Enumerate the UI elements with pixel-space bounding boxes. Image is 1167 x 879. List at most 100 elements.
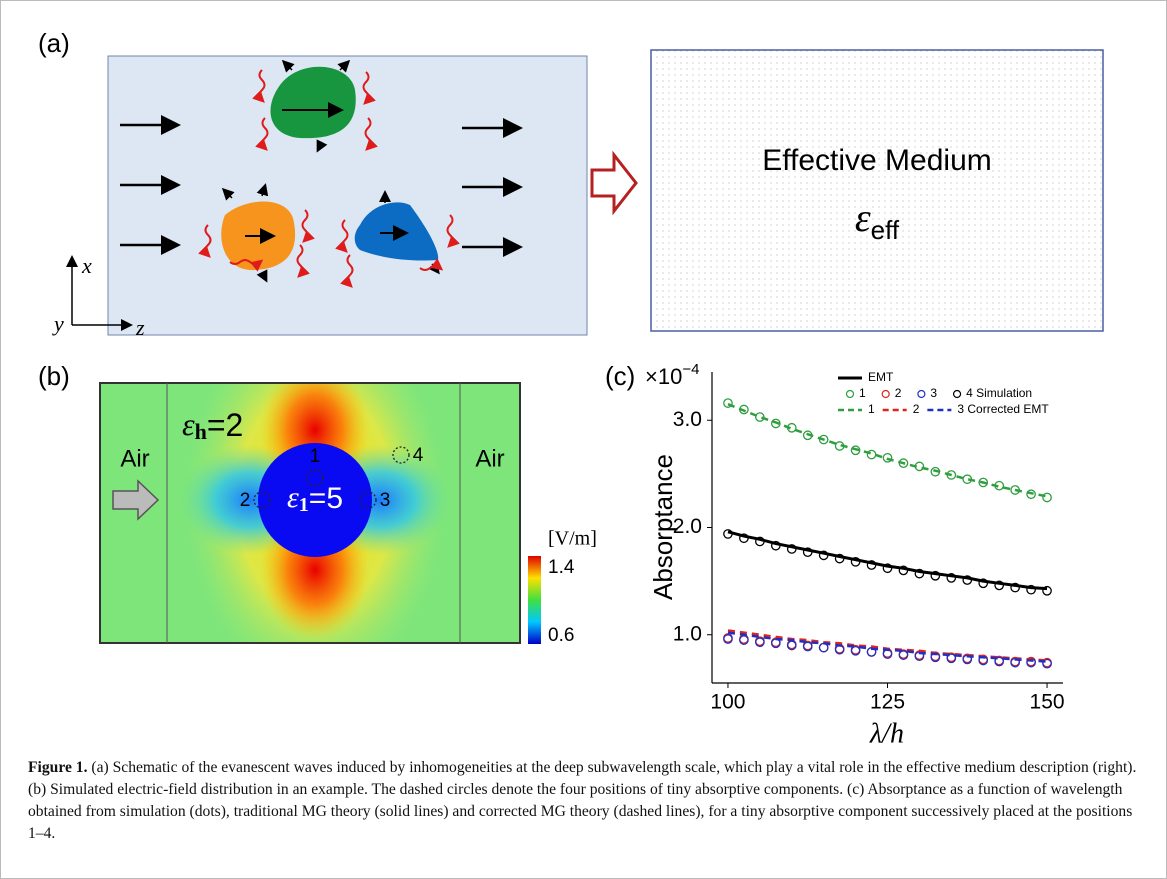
data-point [866,560,877,570]
data-point [755,536,765,547]
legend-label: 1 [859,386,866,400]
caption-text: (a) Schematic of the evanescent waves in… [28,759,1137,842]
position-circles [253,446,410,509]
figure-caption: Figure 1. (a) Schematic of the evanescen… [28,757,1138,845]
data-point [930,570,941,581]
position-label: 1 [310,446,321,467]
legend-label: EMT [868,370,894,384]
data-point [850,556,861,567]
colorbar-min: 0.6 [548,625,574,646]
data-line [727,403,1048,498]
x-axis-title: λ/h [869,718,904,749]
axis-label-z: z [135,315,145,340]
data-point [946,573,957,583]
data-point [1042,585,1052,596]
axis-label-x: x [81,253,92,278]
y-scale-factor: ×10−4 [645,361,699,389]
position-label: 3 [380,490,391,511]
air-label: Air [475,445,504,472]
data-point [723,398,733,408]
data-point [834,553,845,564]
legend-label: 1 [868,402,875,416]
data-point [994,656,1005,667]
data-point [802,641,813,652]
data-point [850,445,861,456]
data-point [994,580,1005,591]
legend-label: 3 [930,386,937,400]
y-axis-title: Absorptance [648,454,678,600]
panel-label: (c) [605,361,635,391]
data-point [882,452,893,463]
data-point [946,653,957,664]
incident-arrow [112,479,160,521]
colorbar-max: 1.4 [548,557,575,578]
symbol: ε [855,195,871,240]
x-tick-label: 100 [710,691,745,714]
inner-arrows [245,102,409,244]
simulation-domain [99,382,521,644]
value: =5 [309,482,343,515]
green-inclusion [270,66,356,139]
data-point [898,650,909,660]
legend-label: 2 [895,386,902,400]
value: =2 [207,407,243,443]
data-point [978,477,989,488]
x-tick-label: 125 [870,691,905,714]
legend-marker [845,389,855,399]
caption-label: Figure 1. [28,759,88,776]
axis-label-y: y [52,311,64,336]
legend-marker [881,389,890,399]
host-permittivity: εh=2 [182,406,243,444]
panel-label: (a) [38,28,70,58]
subscript: 1 [299,494,309,516]
data-point [1026,489,1036,500]
data-point [755,412,765,422]
data-point [755,637,765,648]
data-point [723,634,733,644]
symbol: ε [287,481,299,514]
legend-marker [917,389,926,399]
evanescent-waves [198,69,460,288]
x-tick-label: 150 [1030,691,1065,714]
data-point [1010,582,1020,593]
effective-medium-title: Effective Medium [762,144,992,177]
data-point [850,645,861,656]
coordinate-axes [66,255,133,331]
data-line [727,631,1048,663]
exponent: −4 [682,361,699,378]
data-point [978,578,989,589]
symbol: ε [182,406,195,442]
base: ×10 [645,364,682,389]
subscript: h [195,419,207,444]
panel-label: (b) [38,361,70,391]
legend-label: 2 [913,402,920,416]
subscript: eff [871,215,900,245]
position-label: 2 [240,490,251,511]
data-point [770,540,781,551]
data-point [914,568,925,579]
legend-label: 3 Corrected EMT [957,402,1049,416]
data-point [818,550,829,561]
data-point [723,529,733,539]
air-label: Air [120,445,149,472]
transform-arrow [590,150,638,216]
data-point [802,547,813,558]
effective-medium-box [650,49,1104,332]
inclusion-permittivity: ε1=5 [287,481,343,516]
data-point [770,418,781,429]
y-tick-label: 1.0 [673,622,702,645]
data-point [739,533,749,544]
data-point [898,565,909,576]
data-point [818,434,829,445]
incident-arrows [120,115,523,257]
legend-marker [952,389,962,399]
data-point [962,575,973,585]
data-point [1042,492,1052,503]
data-point [1026,584,1036,595]
y-tick-label: 2.0 [673,515,702,538]
data-point [1042,658,1052,669]
data-line [727,530,1048,591]
position-label: 4 [413,445,424,466]
